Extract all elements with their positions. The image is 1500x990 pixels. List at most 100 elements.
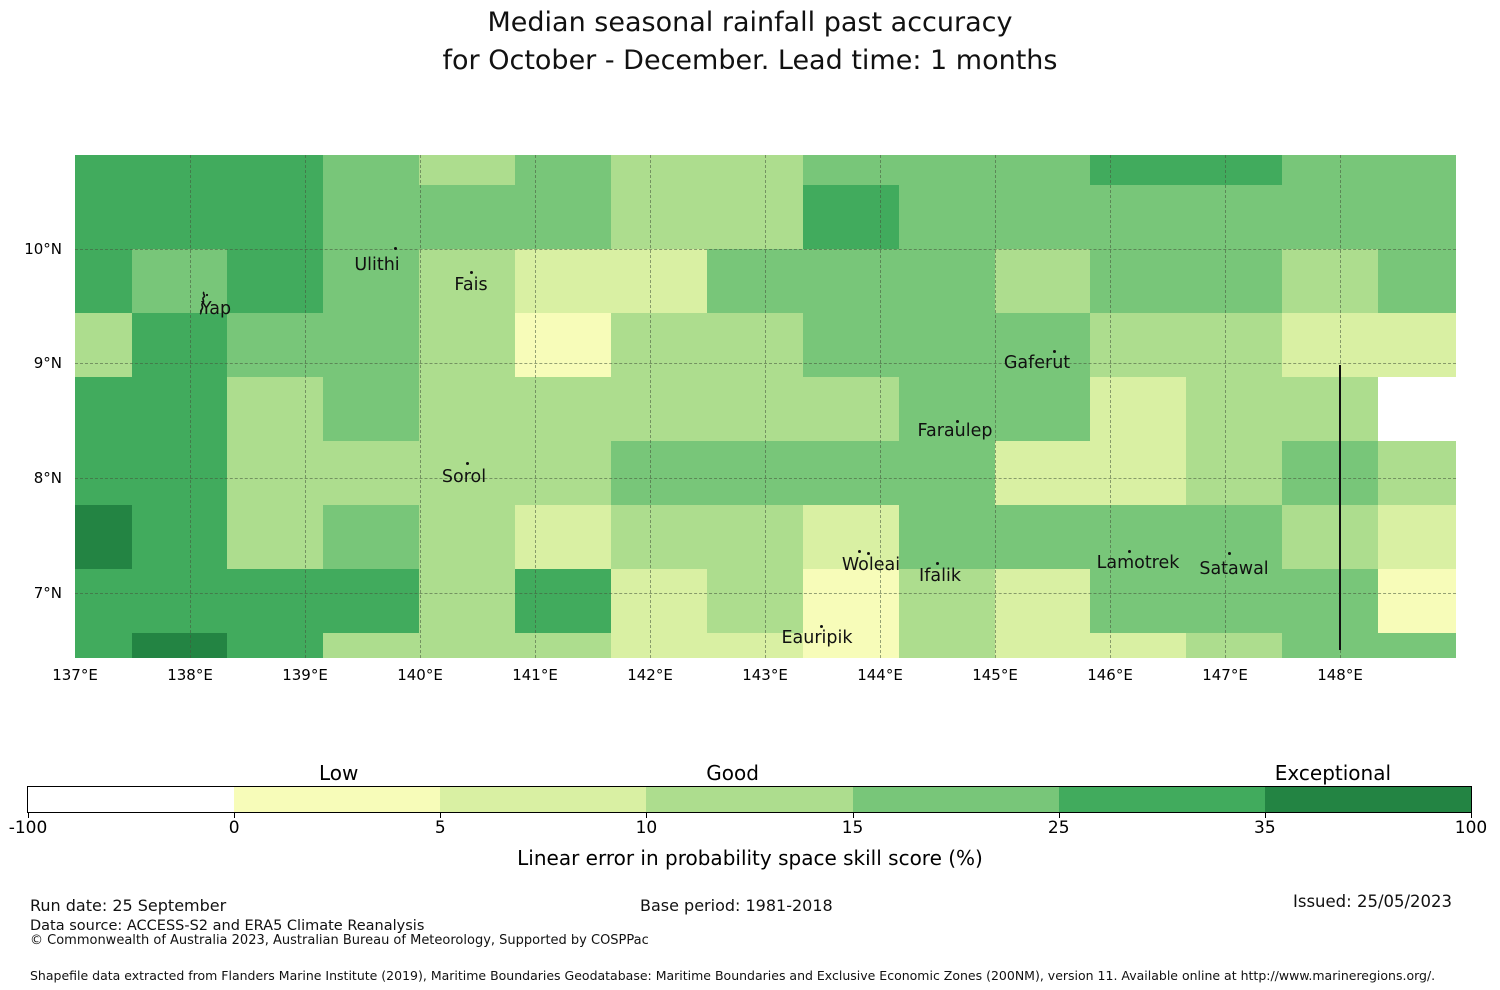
x-tick-label: 147°E [1202,666,1248,684]
map-cell [1378,313,1456,377]
latitude-gridline [75,478,1456,479]
map-cell [803,633,899,658]
map-cell [1282,249,1378,313]
map-cell [899,185,995,249]
x-tick-label: 138°E [167,666,213,684]
map-cell [1186,313,1282,377]
colorbar-tick-label: 15 [841,818,864,838]
map-cell [1282,185,1378,249]
island-dot [867,552,870,555]
colorbar-tick-label: 0 [228,818,240,838]
island-label: Lamotrek [1096,553,1180,573]
island-label: Eauripik [781,628,853,648]
island-label: Ifalik [919,566,961,586]
island-dot [858,550,861,553]
map-cell [227,249,323,313]
map-cell [323,249,419,313]
island-label: Sorol [441,467,487,487]
map-cell [75,249,132,313]
longitude-gridline [420,155,421,658]
colorbar-tick-label: 5 [434,818,446,838]
map-cell [419,505,515,569]
map-cell [1378,377,1456,441]
map-cell [132,441,227,505]
map-cell [1378,249,1456,313]
island-label: Woleai [841,555,901,575]
map-cell [515,633,611,658]
map-cell [132,249,227,313]
map-cell [515,313,611,377]
footer-run-date: Run date: 25 September [30,896,227,915]
map-cell [899,313,995,377]
colorbar-tick [28,813,29,818]
map-cell [1282,633,1378,658]
x-tick-label: 146°E [1087,666,1133,684]
colorbar-category-label: Exceptional [1274,761,1392,785]
island-dot [470,271,473,274]
x-tick-label: 140°E [397,666,443,684]
y-tick-label: 10°N [24,240,62,258]
map-cell [995,377,1090,441]
eez-boundary-line [1339,365,1341,650]
map-cell [419,313,515,377]
map-cell [899,155,995,185]
map-cell [1090,441,1186,505]
footer-shapefile-note: Shapefile data extracted from Flanders M… [30,968,1436,983]
map-cell [1090,633,1186,658]
map-cell [75,505,132,569]
map-cell [75,569,132,633]
x-tick-label: 142°E [627,666,673,684]
map-cell [707,505,803,569]
map-cell [803,569,899,633]
map-cell [323,185,419,249]
map-cell [323,377,419,441]
map-cell [515,441,611,505]
map-cell [1282,505,1378,569]
map-cell [227,155,323,185]
map-cell [1378,155,1456,185]
map-cell [995,441,1090,505]
map-cell [515,185,611,249]
map-cell [515,249,611,313]
longitude-gridline [995,155,996,658]
y-tick-label: 7°N [33,584,62,602]
map-cell [899,633,995,658]
map-cell [515,377,611,441]
colorbar-segment [852,787,1059,812]
map-cell [1186,185,1282,249]
map-cell [611,249,707,313]
map-cell [611,441,707,505]
map-cell [899,377,995,441]
longitude-gridline [190,155,191,658]
map-cell [611,313,707,377]
map-cell [132,633,227,658]
map-cell [707,569,803,633]
longitude-gridline [650,155,651,658]
map-cell [1186,633,1282,658]
map-cell [419,633,515,658]
map-cell [611,569,707,633]
map-cell [611,377,707,441]
x-tick-label: 143°E [742,666,788,684]
island-label: Yap [200,299,232,319]
colorbar-tick-label: 25 [1047,818,1070,838]
island-dot [956,420,959,423]
colorbar-tick [234,813,236,818]
x-tick-label: 145°E [972,666,1018,684]
x-tick-label: 141°E [512,666,558,684]
map-cell [707,377,803,441]
map-cell [899,441,995,505]
map-cell [707,633,803,658]
map-cell [803,155,899,185]
longitude-gridline [1225,155,1226,658]
island-label: Satawal [1199,559,1269,579]
map-cell [132,313,227,377]
map-cell [995,185,1090,249]
colorbar-segment [234,787,441,812]
footer-copyright: © Commonwealth of Australia 2023, Austra… [30,933,649,948]
map-cell [132,505,227,569]
map-cell [132,185,227,249]
map-cell [1090,505,1186,569]
map-cell [1090,155,1186,185]
